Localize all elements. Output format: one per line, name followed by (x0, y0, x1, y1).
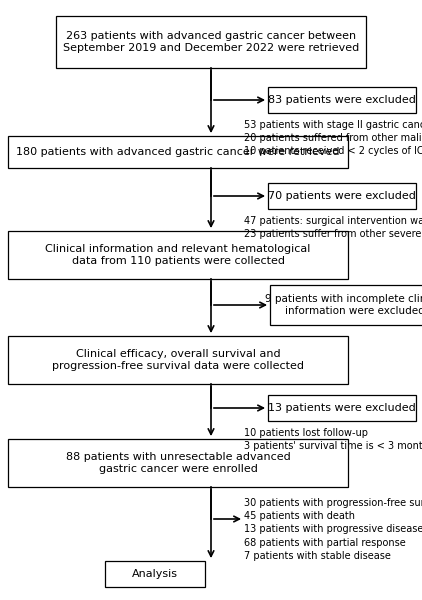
Text: 83 patients were excluded: 83 patients were excluded (268, 95, 416, 105)
Text: 13 patients were excluded: 13 patients were excluded (268, 403, 416, 413)
Bar (270, 285, 422, 325)
Bar (268, 183, 416, 209)
Text: Clinical information and relevant hematological
data from 110 patients were coll: Clinical information and relevant hemato… (45, 244, 311, 266)
Text: 70 patients were excluded: 70 patients were excluded (268, 191, 416, 201)
Text: 88 patients with unresectable advanced
gastric cancer were enrolled: 88 patients with unresectable advanced g… (66, 452, 290, 474)
Bar (8, 231, 348, 279)
Bar (268, 87, 416, 113)
Text: 263 patients with advanced gastric cancer between
September 2019 and December 20: 263 patients with advanced gastric cance… (63, 31, 359, 53)
Bar (105, 561, 205, 587)
Bar (8, 439, 348, 487)
Text: 10 patients lost follow-up
3 patients' survival time is < 3 months: 10 patients lost follow-up 3 patients' s… (244, 428, 422, 451)
Text: Analysis: Analysis (132, 569, 178, 579)
Text: 53 patients with stage II gastric cancer
20 patients suffered from other maligna: 53 patients with stage II gastric cancer… (244, 120, 422, 157)
Text: Clinical efficacy, overall survival and
progression-free survival data were coll: Clinical efficacy, overall survival and … (52, 349, 304, 371)
Bar (268, 395, 416, 421)
Bar (8, 336, 348, 384)
Text: 180 patients with advanced gastric cancer were retrieved: 180 patients with advanced gastric cance… (16, 147, 340, 157)
Text: 47 patients: surgical intervention was feasible
23 patients suffer from other se: 47 patients: surgical intervention was f… (244, 216, 422, 239)
Text: 9 patients with incomplete clinical
information were excluded: 9 patients with incomplete clinical info… (265, 294, 422, 316)
Bar (56, 16, 366, 68)
Text: 30 patients with progression-free survival
45 patients with death
13 patients wi: 30 patients with progression-free surviv… (244, 498, 422, 561)
Bar (8, 136, 348, 168)
